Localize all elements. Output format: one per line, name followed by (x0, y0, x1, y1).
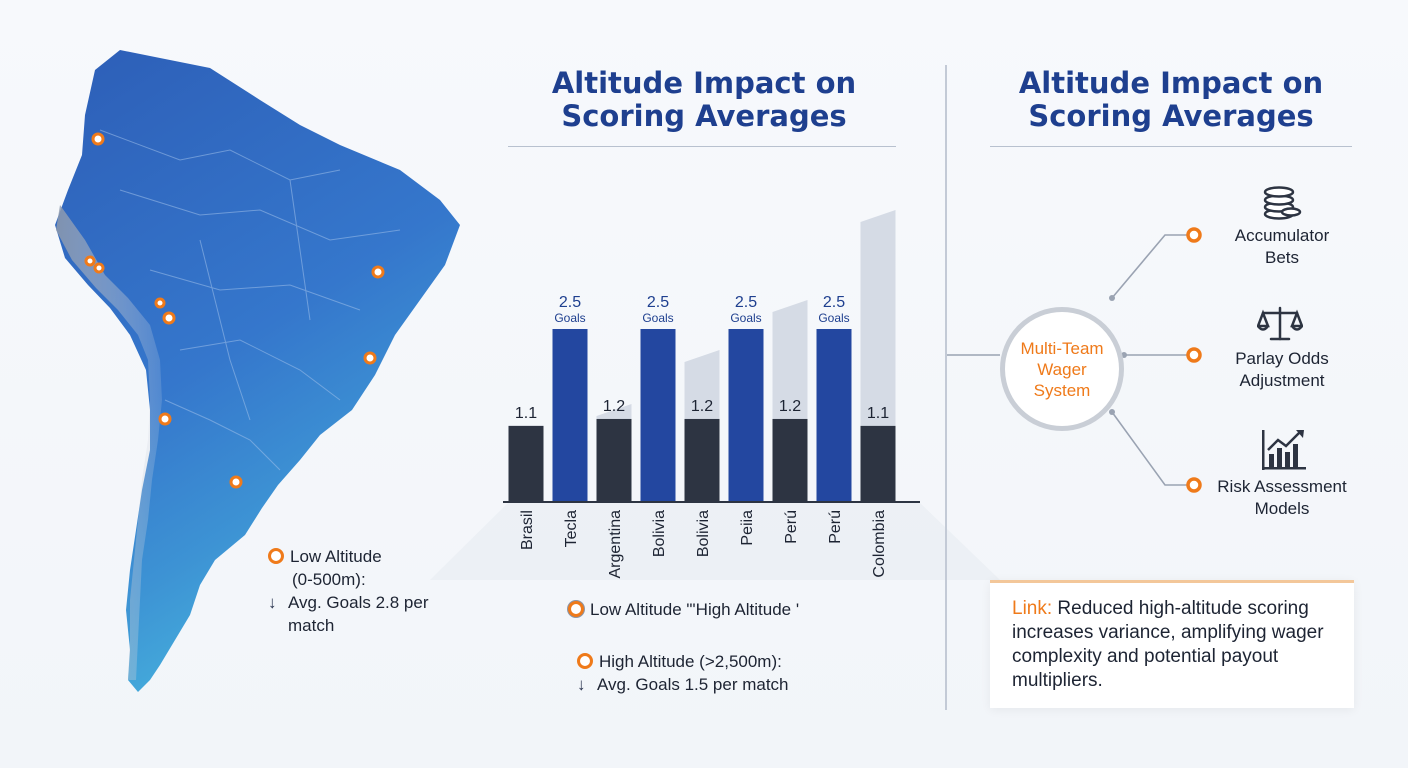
chart-legend: Low Altitude "'High Altitude ' (568, 598, 888, 621)
bar (860, 425, 896, 502)
scoring-bar-chart: 1.1BrasilGoals2.5Tecla1.2ArgentinaGoals2… (430, 210, 1000, 580)
coins-icon (1263, 186, 1302, 220)
bar (816, 329, 852, 502)
note-text: Reduced high-altitude scoring increases … (1012, 598, 1324, 691)
bar (728, 329, 764, 502)
low-altitude-label: Low Altitude (290, 547, 382, 566)
bar-value-label: 1.2 (603, 398, 625, 415)
bar (596, 418, 632, 502)
high-altitude-label: High Altitude (>2,500m): (599, 652, 782, 671)
bar (772, 418, 808, 502)
down-arrow-icon: ↓ (268, 593, 277, 612)
orange-dot-icon (577, 653, 593, 669)
hub-label: Multi-Team Wager System (1020, 338, 1104, 400)
bar-value-label: 1.1 (515, 405, 537, 422)
node-dot-risk (1186, 477, 1202, 493)
down-arrow-icon: ↓ (577, 675, 586, 694)
growth-chart-icon (1262, 430, 1306, 470)
bar-shadow (596, 404, 632, 419)
low-altitude-range: (0-500m): (292, 570, 366, 589)
node-dot-accumulator (1186, 227, 1202, 243)
bar (684, 418, 720, 502)
wager-connectors (947, 227, 1202, 493)
goals-label: Goals (642, 311, 673, 325)
category-label: Bolivia (651, 510, 668, 557)
bar (552, 329, 588, 502)
chart-title: Altitude Impact on Scoring Averages (551, 66, 857, 133)
node-accumulator-bets: Accumulator Bets (1234, 226, 1330, 267)
high-altitude-stat: Avg. Goals 1.5 per match (597, 675, 789, 694)
bar-shadow (772, 300, 808, 419)
low-altitude-stat: Avg. Goals 2.8 per match (288, 593, 429, 635)
connector-bottom (1111, 411, 1187, 486)
diagram-title-rule (990, 146, 1352, 147)
high-altitude-legend: High Altitude (>2,500m): ↓ Avg. Goals 1.5… (577, 650, 877, 696)
chart-title-rule (508, 146, 896, 147)
category-label: Perú (783, 510, 800, 544)
scales-icon (1257, 306, 1303, 341)
goals-label: Goals (730, 311, 761, 325)
bar-shadow (860, 210, 896, 426)
category-label: Brasil (519, 510, 536, 550)
chart-legend-text: Low Altitude "'High Altitude ' (590, 600, 800, 619)
category-label: Perú (827, 510, 844, 544)
note-key: Link: (1012, 598, 1053, 619)
category-label: Colombia (871, 510, 888, 578)
connector-top (1111, 234, 1187, 299)
bar-value-label: 2.5 (823, 294, 845, 311)
section-divider (945, 65, 947, 710)
bar (508, 425, 544, 502)
diagram-title: Altitude Impact on Scoring Averages (1018, 66, 1324, 133)
category-label: Peiia (739, 510, 756, 546)
orange-dot-icon (268, 548, 284, 564)
node-risk-models: Risk Assessment Models (1217, 477, 1347, 518)
bar (640, 329, 676, 502)
category-label: Argentina (607, 510, 624, 579)
low-altitude-legend: Low Altitude (0-500m): ↓ Avg. Goals 2.8 p… (268, 545, 468, 637)
link-note: Link: Reduced high-altitude scoring incr… (990, 580, 1354, 708)
wager-system-hub: Multi-Team Wager System (1000, 307, 1124, 431)
city-markers (84, 132, 385, 489)
continent-shape (55, 50, 460, 692)
category-label: Bolivia (695, 510, 712, 557)
node-dot-parlay (1186, 347, 1202, 363)
bar-value-label: 1.1 (867, 405, 889, 422)
node-parlay-odds: Parlay Odds Adjustment (1235, 349, 1329, 390)
category-label: Tecla (563, 510, 580, 547)
goals-label: Goals (818, 311, 849, 325)
bar-shadow (684, 350, 720, 419)
goals-label: Goals (554, 311, 585, 325)
south-america-map (55, 50, 460, 692)
andes-ridge (56, 205, 162, 680)
bar-value-label: 1.2 (779, 398, 801, 415)
bar-value-label: 2.5 (559, 294, 581, 311)
bar-value-label: 1.2 (691, 398, 713, 415)
bar-value-label: 2.5 (647, 294, 669, 311)
bar-value-label: 2.5 (735, 294, 757, 311)
orange-dot-icon (568, 601, 584, 617)
